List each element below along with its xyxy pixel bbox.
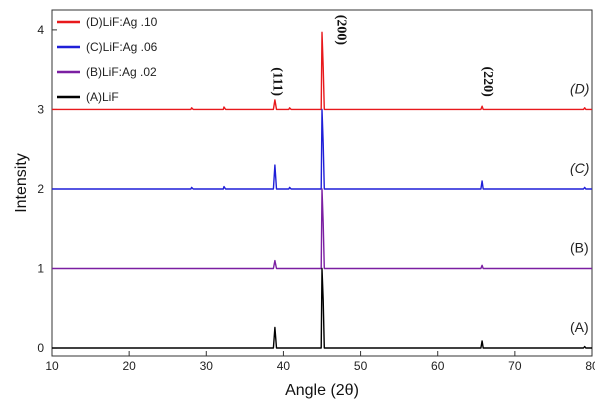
x-tick-label: 10: [45, 359, 59, 373]
peak-label: (111): [269, 67, 284, 96]
series-line: [52, 267, 592, 349]
x-axis-title: Angle (2θ): [285, 382, 359, 399]
peak-label: (220): [480, 66, 495, 97]
series-tag: (B): [570, 240, 589, 256]
series-lines: [52, 31, 592, 349]
series-tag: (D): [570, 81, 589, 97]
series-tag: (A): [570, 319, 589, 335]
y-axis-title: Intensity: [13, 153, 30, 213]
x-tick-label: 30: [200, 359, 214, 373]
x-tick-label: 40: [277, 359, 291, 373]
legend-label: (A)LiF: [86, 90, 119, 104]
peak-label: (200): [333, 15, 348, 46]
x-tick-label: 50: [354, 359, 368, 373]
y-tick-label: 4: [37, 23, 44, 37]
x-tick-label: 80: [585, 359, 595, 373]
series-line: [52, 188, 592, 270]
x-tick-label: 60: [431, 359, 445, 373]
x-tick-label: 20: [122, 359, 136, 373]
legend-label: (D)LiF:Ag .10: [86, 15, 158, 29]
y-tick-label: 0: [37, 341, 44, 355]
y-tick-label: 3: [37, 102, 44, 116]
legend-label: (C)LiF:Ag .06: [86, 40, 158, 54]
peak-labels: (111) (200) (220): [269, 15, 495, 97]
y-tick-label: 2: [37, 182, 44, 196]
series-line: [52, 31, 592, 111]
series-tag: (C): [570, 160, 589, 176]
legend-label: (B)LiF:Ag .02: [86, 65, 157, 79]
series-line: [52, 108, 592, 190]
legend: (D)LiF:Ag .10 (C)LiF:Ag .06 (B)LiF:Ag .02 (…: [57, 15, 158, 104]
plot-frame: [51, 9, 593, 357]
series-tags: (D) (C) (B) (A): [570, 81, 589, 336]
y-tick-label: 1: [37, 262, 44, 276]
x-tick-label: 70: [508, 359, 522, 373]
